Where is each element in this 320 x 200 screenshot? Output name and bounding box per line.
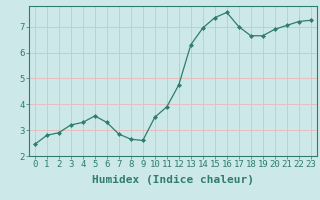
X-axis label: Humidex (Indice chaleur): Humidex (Indice chaleur) — [92, 175, 254, 185]
